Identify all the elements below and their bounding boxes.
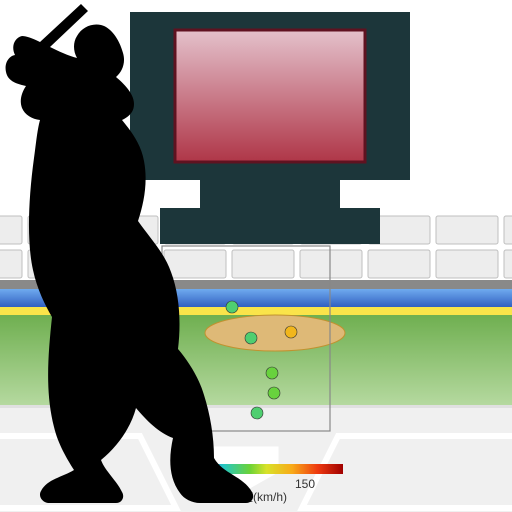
colorbar-tick: 150 <box>295 477 315 491</box>
pitch-marker <box>285 326 297 338</box>
pitch-location-chart: 100150球速(km/h) <box>0 0 512 512</box>
pitch-marker <box>268 387 280 399</box>
pitch-marker <box>251 407 263 419</box>
pitch-marker <box>245 332 257 344</box>
pitchers-mound <box>205 315 345 351</box>
pitch-marker <box>226 301 238 313</box>
pitch-marker <box>266 367 278 379</box>
scoreboard-screen <box>175 30 365 162</box>
